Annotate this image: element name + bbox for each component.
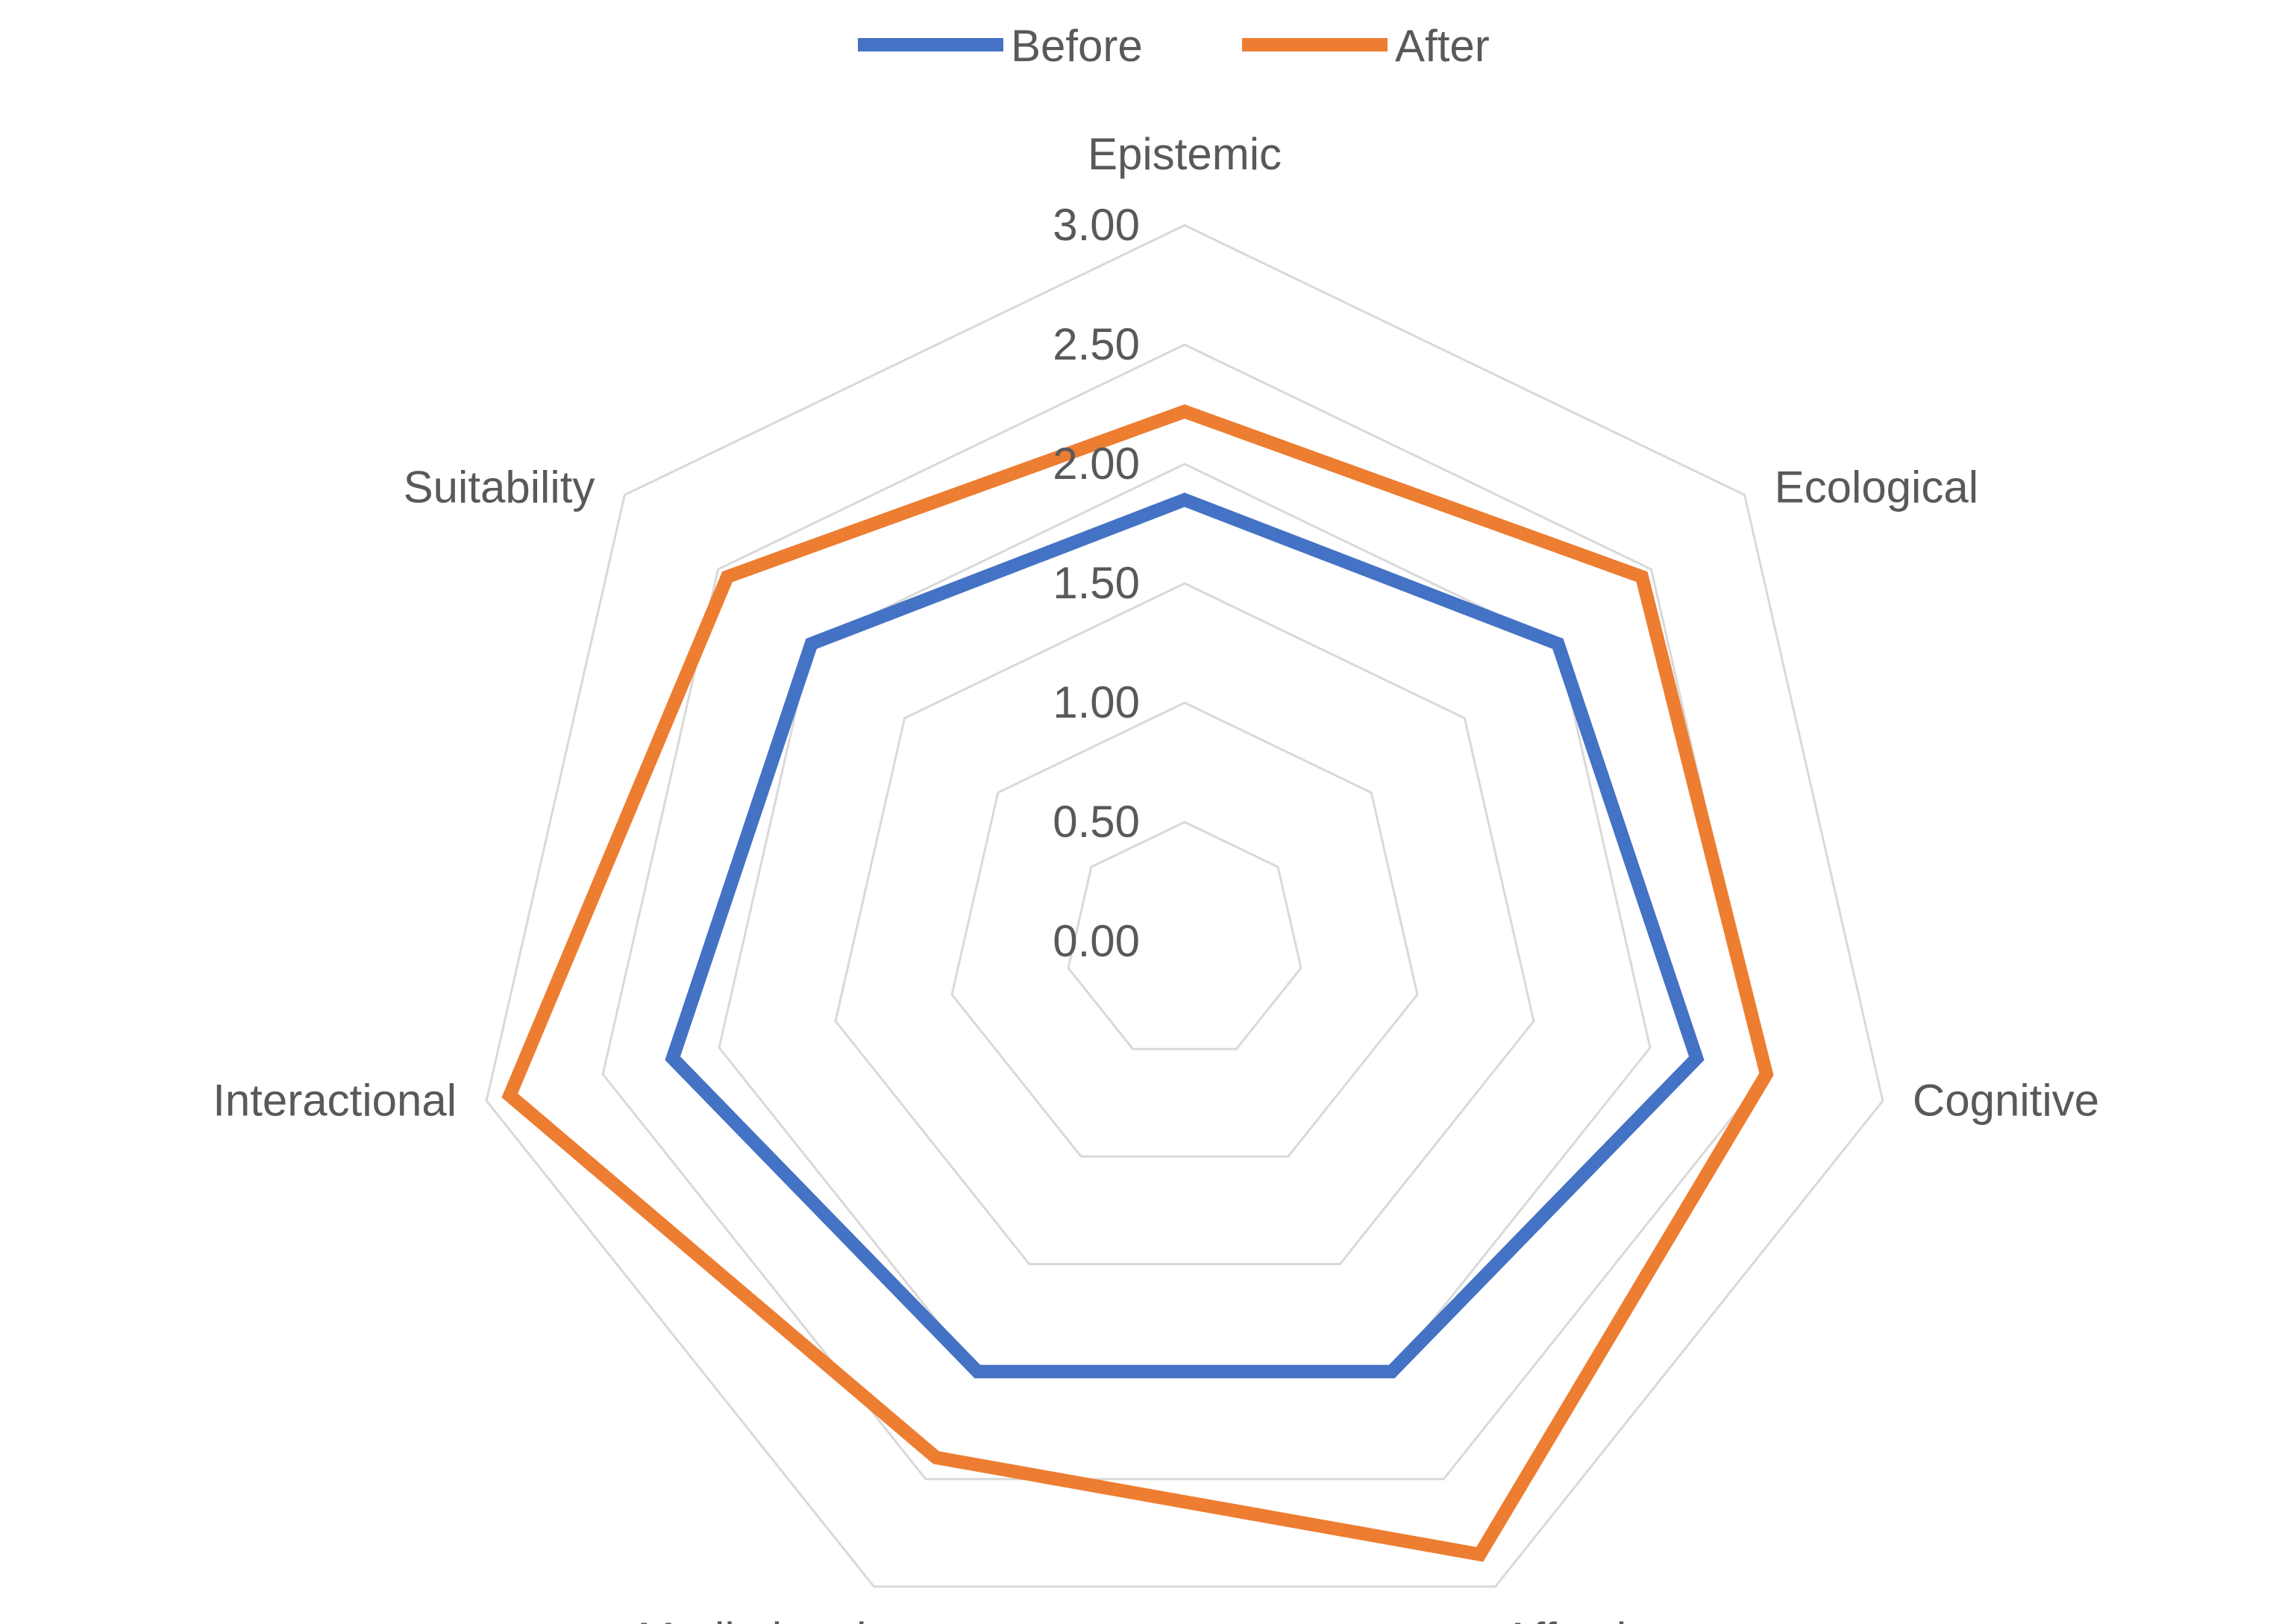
legend-label-before: Before: [1011, 21, 1143, 71]
series-after: [501, 404, 1774, 1562]
tick-label: 3.00: [1053, 200, 1140, 250]
series-before: [665, 492, 1705, 1379]
category-label-suitability: Suitability: [404, 462, 595, 512]
category-label-epistemic: Epistemic: [1088, 129, 1282, 179]
category-label-ecological: Ecological: [1775, 462, 1979, 512]
grid-ring-1.50: [834, 582, 1535, 1265]
grid-ring-2.50: [601, 343, 1768, 1481]
grid-layer: [485, 224, 1884, 1588]
tick-labels: 0.00 0.50 1.00 1.50 2.00 2.50 3.00: [1053, 200, 1140, 966]
tick-label: 1.50: [1053, 558, 1140, 608]
tick-label: 0.00: [1053, 916, 1140, 966]
legend-label-after: After: [1395, 21, 1490, 71]
tick-label: 2.50: [1053, 319, 1140, 369]
category-labels: Epistemic Ecological Cognitive Affective Med…: [213, 129, 2099, 1624]
tick-label: 2.00: [1053, 439, 1140, 489]
category-label-cognitive: Cognitive: [1913, 1076, 2099, 1126]
category-label-affective: Affective: [1503, 1614, 1674, 1624]
category-label-interactional: Interactional: [213, 1076, 457, 1126]
grid-ring-1.00: [950, 701, 1419, 1158]
tick-label: 1.00: [1053, 677, 1140, 727]
grid-ring-0.50: [1067, 821, 1302, 1050]
legend: Before After: [858, 21, 1490, 71]
category-label-mediational: Mediational: [638, 1614, 867, 1624]
tick-label: 0.50: [1053, 797, 1140, 847]
grid-ring-3.00: [485, 224, 1884, 1588]
series-layer: [501, 404, 1774, 1562]
